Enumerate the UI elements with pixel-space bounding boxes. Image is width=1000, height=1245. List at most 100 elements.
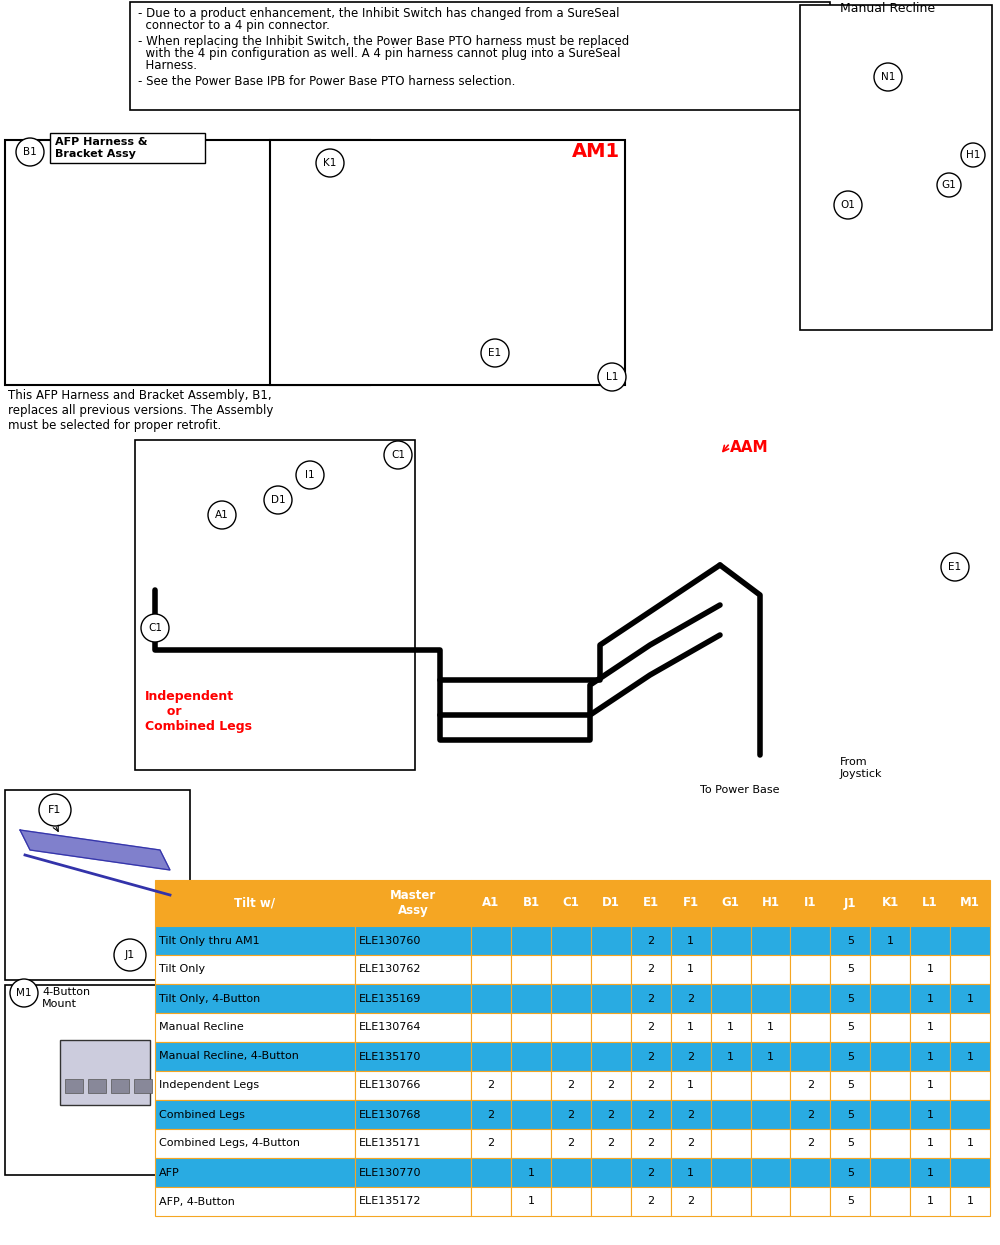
Text: I1: I1 [305,471,315,481]
Text: 2: 2 [647,1052,654,1062]
Bar [830,1158,870,1186]
Text: 1: 1 [767,1052,774,1062]
Bar [751,926,790,955]
Bar [134,1079,152,1093]
Bar [591,1013,631,1042]
Bar [270,139,625,385]
Bar [870,955,910,984]
Text: ELE130770: ELE130770 [359,1168,421,1178]
Bar [471,955,511,984]
Bar [511,1158,551,1186]
Bar [751,880,790,926]
Bar [5,791,190,980]
Text: E1: E1 [488,349,502,359]
Circle shape [16,138,44,166]
Bar [711,1129,751,1158]
Text: 2: 2 [487,1109,495,1119]
Text: 1: 1 [527,1196,534,1206]
Bar [471,1071,511,1101]
Bar [471,1186,511,1216]
Bar [471,1042,511,1071]
Text: ELE130764: ELE130764 [359,1022,421,1032]
Text: ELE135172: ELE135172 [359,1196,421,1206]
Text: D1: D1 [271,496,285,505]
Text: Manual Recline: Manual Recline [159,1022,244,1032]
Text: Combined Legs: Combined Legs [159,1109,245,1119]
Text: - See the Power Base IPB for Power Base PTO harness selection.: - See the Power Base IPB for Power Base … [138,75,515,88]
Text: - Due to a product enhancement, the Inhibit Switch has changed from a SureSeal: - Due to a product enhancement, the Inhi… [138,7,620,20]
Circle shape [874,63,902,91]
Text: 5: 5 [847,1109,854,1119]
Text: ELE135169: ELE135169 [359,994,421,1003]
Bar [511,955,551,984]
Text: O1: O1 [841,200,855,210]
Bar [471,1158,511,1186]
Bar [800,5,992,330]
Bar [950,1042,990,1071]
Bar [910,955,950,984]
Bar [130,2,830,110]
Text: Harness.: Harness. [138,59,197,72]
Bar [870,1186,910,1216]
Bar [950,1129,990,1158]
Circle shape [598,364,626,391]
Bar [950,1186,990,1216]
Text: 1: 1 [687,1081,694,1091]
Text: 2: 2 [687,1196,694,1206]
Bar [631,1042,671,1071]
Bar [950,1013,990,1042]
Bar [5,390,995,791]
Bar [50,133,205,163]
Text: 5: 5 [847,965,854,975]
Bar [551,1071,591,1101]
Text: L1: L1 [606,372,618,382]
Bar [790,1186,830,1216]
Text: H1: H1 [966,149,980,161]
Bar [711,1013,751,1042]
Text: 2: 2 [647,965,654,975]
Text: 1: 1 [927,1138,934,1148]
Circle shape [208,500,236,529]
Bar [790,1129,830,1158]
Bar [591,1042,631,1071]
Bar [711,1186,751,1216]
Text: 2: 2 [567,1138,574,1148]
Text: E1: E1 [948,561,962,571]
Bar [751,955,790,984]
Text: 1: 1 [927,1168,934,1178]
Bar [910,1071,950,1101]
Bar [790,1042,830,1071]
Bar [631,1158,671,1186]
Text: 2: 2 [807,1109,814,1119]
Bar [751,1013,790,1042]
Text: 1: 1 [927,1109,934,1119]
Bar [511,1129,551,1158]
Circle shape [961,143,985,167]
Text: 1: 1 [927,1196,934,1206]
Bar [910,1186,950,1216]
Circle shape [941,553,969,581]
Text: C1: C1 [391,449,405,459]
Text: 1: 1 [967,1196,974,1206]
Bar [551,880,591,926]
Bar [355,1042,471,1071]
Bar [711,984,751,1013]
Text: B1: B1 [522,896,540,910]
Text: ELE130766: ELE130766 [359,1081,421,1091]
Text: 1: 1 [927,965,934,975]
Bar [155,1071,355,1101]
Text: 2: 2 [687,1138,694,1148]
Text: 1: 1 [687,965,694,975]
Bar [355,1129,471,1158]
Text: F1: F1 [48,806,62,815]
Circle shape [316,149,344,177]
Text: ELE130768: ELE130768 [359,1109,421,1119]
Bar [751,1071,790,1101]
Bar [631,926,671,955]
Text: 1: 1 [967,994,974,1003]
Bar [591,1158,631,1186]
Text: AFP: AFP [159,1168,180,1178]
Text: - When replacing the Inhibit Switch, the Power Base PTO harness must be replaced: - When replacing the Inhibit Switch, the… [138,35,629,49]
Text: 1: 1 [967,1052,974,1062]
Text: C1: C1 [148,622,162,632]
